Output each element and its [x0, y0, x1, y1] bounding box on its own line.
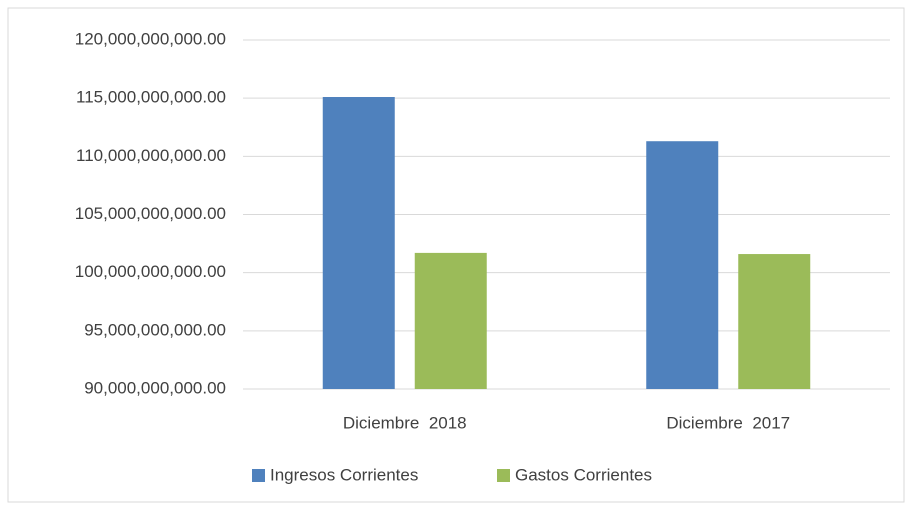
- x-tick-label: Diciembre 2017: [666, 413, 790, 432]
- bar: [646, 141, 719, 389]
- bar: [738, 254, 811, 389]
- bar: [414, 252, 487, 389]
- y-tick-label: 95,000,000,000.00: [84, 320, 226, 339]
- bar: [322, 97, 395, 390]
- legend-label: Ingresos Corrientes: [270, 465, 418, 484]
- legend-swatch: [497, 469, 510, 482]
- legend-swatch: [252, 469, 265, 482]
- y-tick-label: 115,000,000,000.00: [76, 88, 226, 107]
- y-tick-label: 100,000,000,000.00: [75, 262, 226, 281]
- y-tick-label: 110,000,000,000.00: [76, 146, 226, 165]
- y-tick-label: 90,000,000,000.00: [84, 378, 226, 397]
- x-tick-label: Diciembre 2018: [343, 413, 467, 432]
- y-tick-label: 105,000,000,000.00: [75, 204, 226, 223]
- y-tick-label: 120,000,000,000.00: [75, 29, 226, 48]
- legend-label: Gastos Corrientes: [515, 465, 652, 484]
